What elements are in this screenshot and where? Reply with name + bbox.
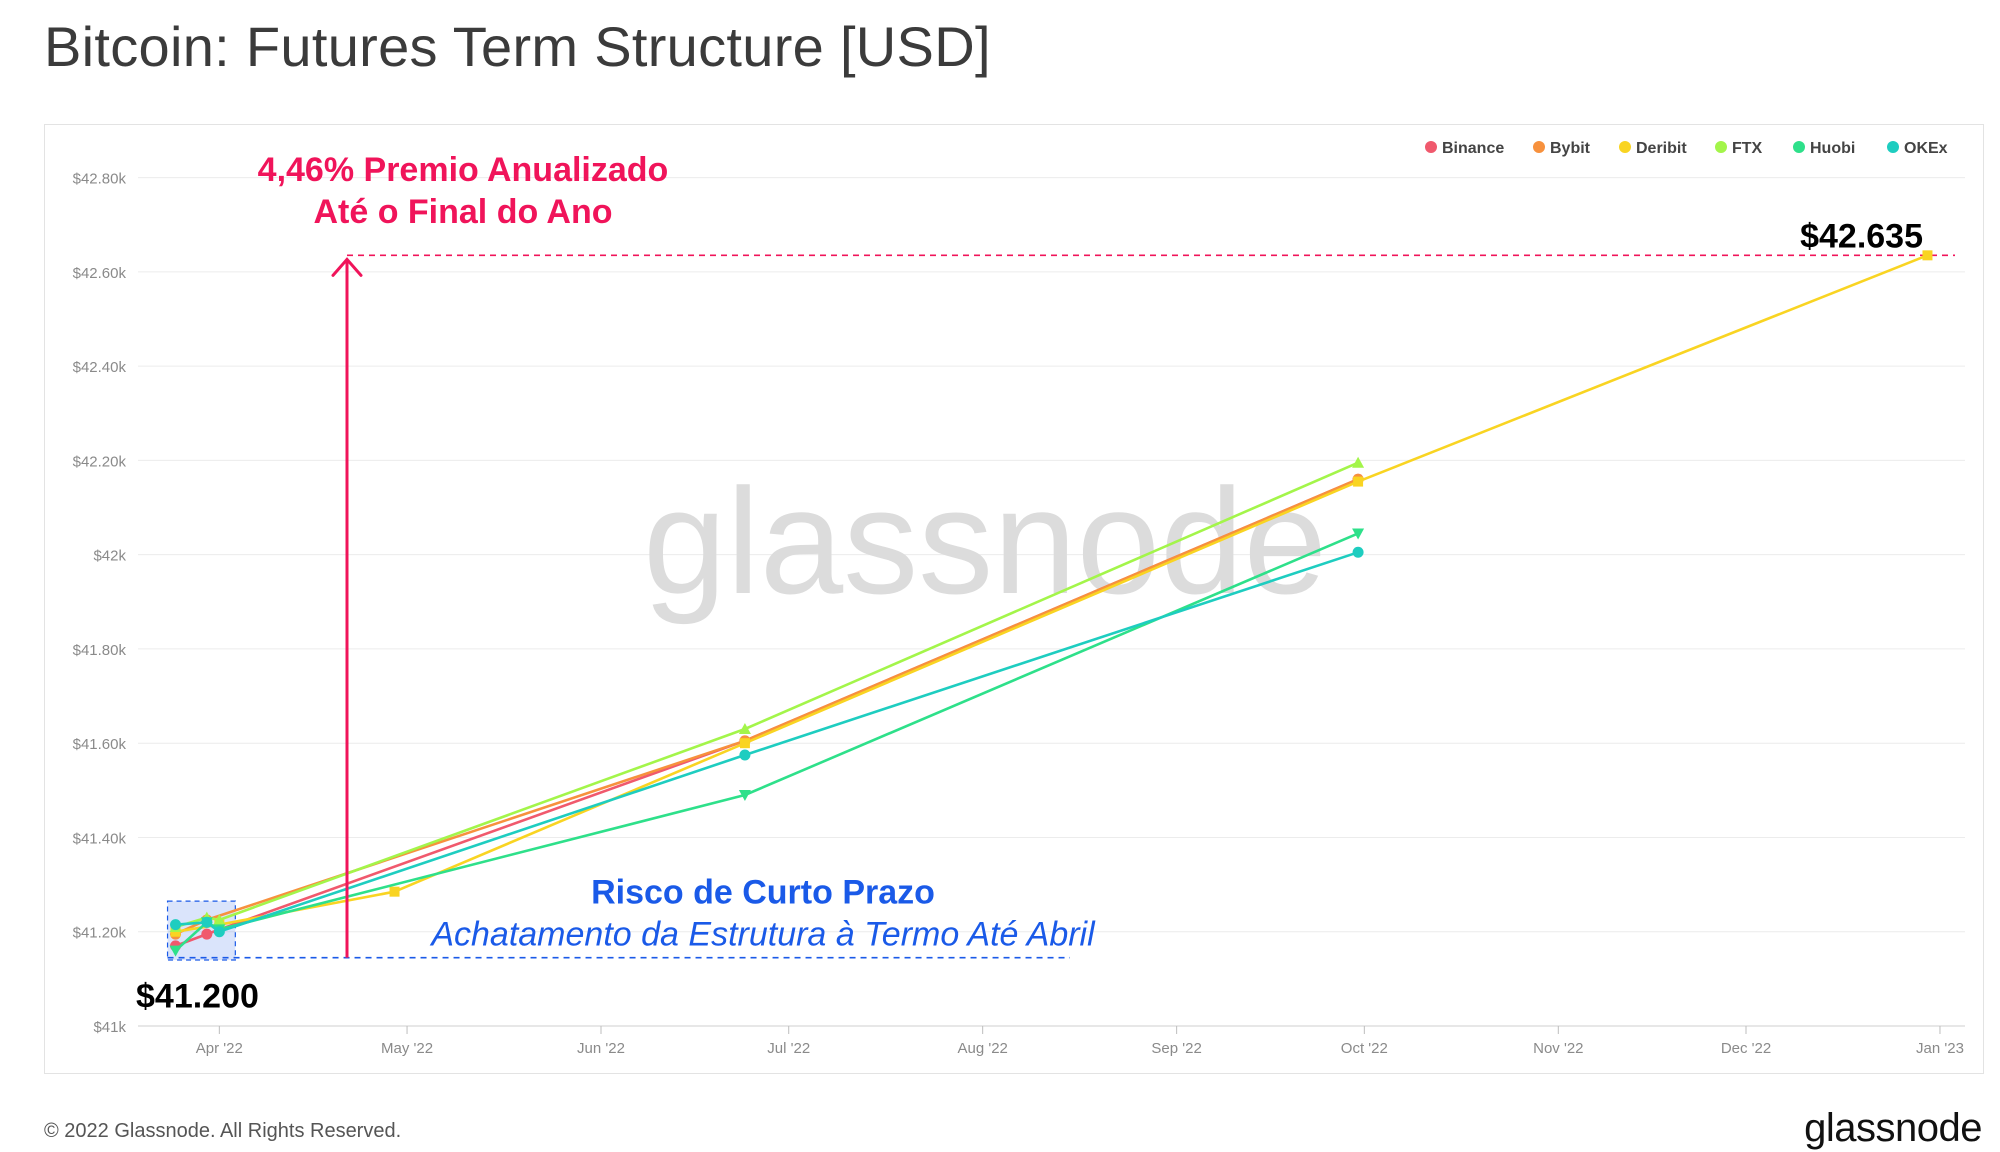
series-marker (738, 723, 751, 735)
series-okex (170, 546, 1364, 938)
x-tick-label: Jul '22 (767, 1040, 810, 1057)
series-marker (170, 919, 182, 931)
series-marker (389, 886, 400, 897)
legend-swatch (1425, 141, 1437, 153)
legend-item-deribit[interactable]: Deribit (1619, 140, 1687, 157)
chart-title: Bitcoin: Futures Term Structure [USD] (44, 15, 991, 78)
series-marker (169, 945, 182, 957)
y-tick-label: $42k (93, 548, 126, 565)
legend-label: FTX (1732, 140, 1763, 157)
chart-frame: glassnode $41k $41.20k $41.40k $41.60k $41.8… (44, 124, 1984, 1074)
futures-term-structure-chart: glassnode $41k $41.20k $41.40k $41.60k $41.8… (73, 140, 1965, 1057)
y-tick-label: $42.20k (73, 453, 127, 470)
x-tick-label: Dec '22 (1721, 1040, 1771, 1057)
x-tick-label: Apr '22 (196, 1040, 243, 1057)
y-tick-label: $41.40k (73, 830, 127, 847)
legend-item-binance[interactable]: Binance (1425, 140, 1504, 157)
annotation-guides (166, 254, 1955, 961)
y-tick-label: $41.20k (73, 925, 127, 942)
series-marker (739, 749, 751, 761)
legend[interactable]: Binance Bybit Deribit FTX Huobi OKEx (1425, 140, 1948, 157)
annotations: 4,46% Premio Anualizado Até o Final do An… (136, 151, 1923, 1016)
legend-swatch (1619, 141, 1631, 153)
y-tick-label: $42.40k (73, 359, 127, 376)
series-lines (169, 250, 1933, 957)
series-marker (201, 916, 213, 928)
series-marker (738, 790, 751, 802)
x-tick-label: Aug '22 (957, 1040, 1007, 1057)
copyright-footer: © 2022 Glassnode. All Rights Reserved. (44, 1120, 402, 1142)
legend-label: OKEx (1904, 140, 1948, 157)
legend-label: Huobi (1810, 140, 1855, 157)
legend-label: Bybit (1550, 140, 1591, 157)
start-price-label: $41.200 (136, 978, 259, 1016)
legend-swatch (1793, 141, 1805, 153)
legend-label: Deribit (1636, 140, 1687, 157)
legend-item-bybit[interactable]: Bybit (1533, 140, 1591, 157)
series-marker (1352, 528, 1365, 540)
series-marker (1353, 476, 1364, 487)
y-tick-label: $41k (93, 1019, 126, 1036)
series-marker (1352, 546, 1364, 558)
y-axis: $41k $41.20k $41.40k $41.60k $41.80k $42k $42.… (73, 171, 127, 1036)
series-marker (213, 913, 226, 925)
watermark: glassnode (643, 457, 1327, 625)
legend-item-huobi[interactable]: Huobi (1793, 140, 1855, 157)
premium-arrowhead (331, 257, 363, 277)
legend-label: Binance (1442, 140, 1504, 157)
legend-swatch (1533, 141, 1545, 153)
series-marker (201, 928, 213, 940)
y-tick-label: $41.80k (73, 642, 127, 659)
x-tick-label: Jun '22 (577, 1040, 625, 1057)
y-tick-label: $41.60k (73, 736, 127, 753)
y-tick-label: $42.80k (73, 171, 127, 188)
legend-swatch (1715, 141, 1727, 153)
x-axis: Apr '22 May '22 Jun '22 Jul '22 Aug '22 Sep '… (138, 1025, 1965, 1057)
x-tick-label: Jan '23 (1916, 1040, 1964, 1057)
series-marker (1922, 250, 1933, 261)
x-tick-label: Nov '22 (1533, 1040, 1583, 1057)
series-line (174, 478, 1359, 936)
legend-swatch (1887, 141, 1899, 153)
glassnode-logo[interactable]: glassnode (1804, 1106, 1982, 1150)
legend-item-okex[interactable]: OKEx (1887, 140, 1948, 157)
premium-label-line1: 4,46% Premio Anualizado (258, 151, 669, 189)
series-marker (1352, 456, 1365, 468)
x-tick-label: Oct '22 (1341, 1040, 1388, 1057)
legend-item-ftx[interactable]: FTX (1715, 140, 1763, 157)
y-tick-label: $42.60k (73, 265, 127, 282)
risk-title: Risco de Curto Prazo (591, 874, 935, 912)
series-marker (739, 738, 750, 749)
end-price-label: $42.635 (1800, 217, 1923, 255)
x-tick-label: May '22 (381, 1040, 433, 1057)
series-marker (213, 926, 225, 938)
premium-label-line2: Até o Final do Ano (313, 193, 612, 231)
x-tick-label: Sep '22 (1151, 1040, 1201, 1057)
risk-subtitle: Achatamento da Estrutura à Termo Até Abr… (429, 916, 1096, 954)
